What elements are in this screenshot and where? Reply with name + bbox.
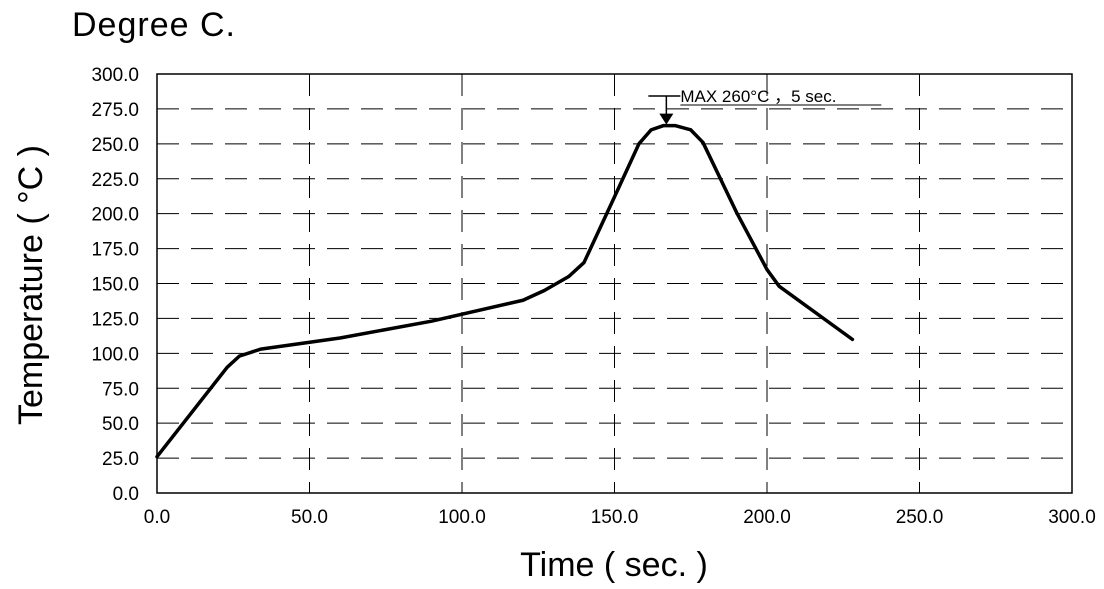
data-point (582, 261, 586, 265)
peak-annotation: MAX 260°C ，5 sec. (648, 87, 882, 125)
y-tick-label: 275.0 (91, 100, 139, 121)
data-point (777, 284, 781, 288)
x-tick-label: 50.0 (291, 507, 328, 528)
series-group (155, 123, 855, 459)
x-tick-label: 300.0 (1048, 507, 1096, 528)
y-tick-label: 50.0 (102, 414, 139, 435)
data-point (661, 124, 665, 128)
y-tick-label: 300.0 (91, 65, 139, 86)
data-point (765, 268, 769, 272)
data-point (637, 142, 641, 146)
data-point (521, 298, 525, 302)
y-tick-labels: 0.0 25.0 50.0 75.0 100.0 125.0 150.0 175.0 200.0… (91, 65, 139, 505)
y-tick-label: 25.0 (102, 449, 139, 470)
chart-title: Degree C. (72, 6, 236, 44)
y-tick-label: 125.0 (91, 309, 139, 330)
data-point (542, 288, 546, 292)
y-tick-label: 175.0 (91, 240, 139, 261)
y-tick-label: 200.0 (91, 205, 139, 226)
y-tick-label: 225.0 (91, 170, 139, 191)
data-point (225, 365, 229, 369)
annotation-arrow-head (659, 113, 674, 125)
data-point (649, 128, 653, 132)
plot-frame (156, 73, 1073, 494)
x-tick-label: 0.0 (144, 507, 170, 528)
y-tick-label: 100.0 (91, 344, 139, 365)
temperature-profile-line (155, 123, 855, 459)
annotation-label: MAX 260°C ，5 sec. (680, 87, 836, 106)
data-point (338, 336, 342, 340)
data-point (689, 128, 693, 132)
data-point (155, 455, 159, 459)
y-tick-label: 150.0 (91, 275, 139, 296)
data-point (613, 195, 616, 199)
data-point (567, 275, 571, 279)
data-point (259, 347, 263, 351)
data-point (701, 140, 705, 144)
y-axis-label: Temperature ( °C ) (12, 145, 50, 425)
data-point (430, 319, 433, 323)
x-tick-labels: 0.0 50.0 100.0 150.0 200.0 250.0 300.0 (144, 507, 1096, 528)
x-tick-label: 100.0 (438, 507, 486, 528)
y-tick-label: 0.0 (113, 484, 139, 505)
x-axis-label: Time ( sec. ) (520, 546, 708, 584)
data-point (674, 124, 677, 128)
x-tick-label: 200.0 (743, 507, 791, 528)
x-tick-label: 150.0 (591, 507, 639, 528)
data-point (237, 354, 241, 358)
y-tick-label: 75.0 (102, 379, 139, 400)
data-point (735, 210, 738, 214)
data-point (850, 337, 854, 341)
x-tick-label: 250.0 (896, 507, 944, 528)
grid-lines (157, 74, 1072, 493)
y-tick-label: 250.0 (91, 135, 139, 156)
